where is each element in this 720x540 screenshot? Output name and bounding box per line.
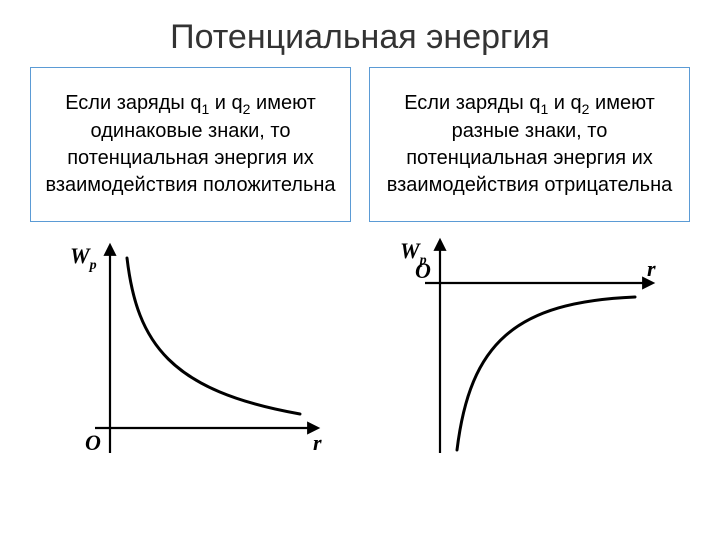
same-sign-text-box: Если заряды q1 и q2 имеют одинаковые зна… <box>30 67 351 222</box>
svg-text:O: O <box>85 430 101 455</box>
chart-row: WpOr WpOr <box>0 228 720 478</box>
text-box-row: Если заряды q1 и q2 имеют одинаковые зна… <box>30 67 690 222</box>
negative-energy-chart: WpOr <box>375 228 675 478</box>
opposite-sign-text-box: Если заряды q1 и q2 имеют разные знаки, … <box>369 67 690 222</box>
svg-text:Wp: Wp <box>70 243 97 273</box>
svg-text:r: r <box>647 256 656 281</box>
slide-title: Потенциальная энергия <box>0 0 720 57</box>
svg-text:r: r <box>313 430 322 455</box>
positive-energy-chart: Wp Or <box>45 228 345 478</box>
svg-text:O: O <box>415 258 431 283</box>
